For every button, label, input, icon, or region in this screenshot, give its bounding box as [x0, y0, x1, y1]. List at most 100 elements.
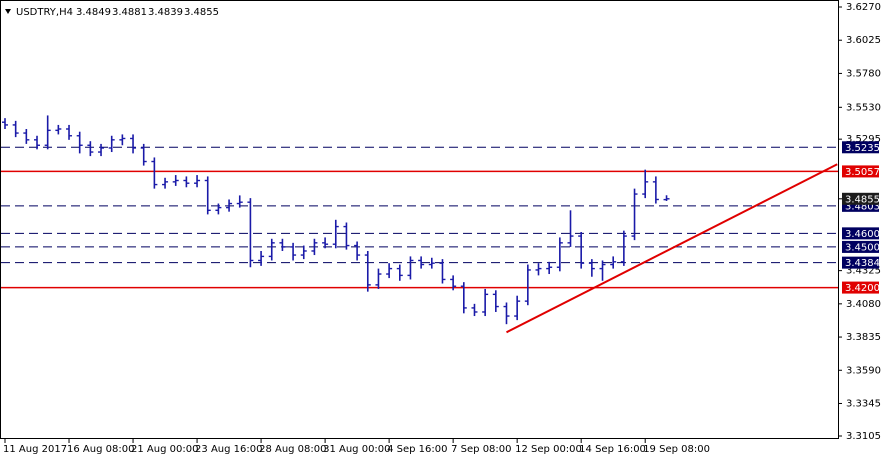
ohlc-bar — [151, 157, 158, 189]
ohlc-bar — [492, 290, 499, 312]
price-label-box — [842, 192, 879, 205]
ohlc-bar — [375, 268, 382, 289]
header: USDTRY,H4 3.4849 3.4881 3.4839 3.4855 — [5, 7, 219, 18]
x-tick-label: 19 Sep 08:00 — [643, 444, 710, 455]
ohlc-bar — [578, 232, 585, 269]
ohlc-bar — [396, 264, 403, 281]
ohlc-bar — [524, 264, 531, 306]
ohlc-bar — [87, 141, 94, 157]
header-close: 3.4855 — [184, 7, 219, 18]
y-tick-label: 3.6025 — [846, 35, 881, 46]
level-label: 3.5235 — [845, 143, 880, 154]
ohlc-bar — [162, 177, 169, 189]
ohlc-bar — [642, 169, 649, 199]
ohlc-bar — [55, 124, 62, 135]
menu-arrow — [5, 9, 11, 14]
level-label-box — [842, 256, 879, 269]
header-low: 3.4839 — [148, 7, 183, 18]
level-label-box — [842, 281, 879, 294]
price-label: 3.4855 — [845, 194, 880, 205]
ohlc-bar — [268, 238, 275, 261]
level-label-box — [842, 240, 879, 253]
ohlc-bar — [663, 195, 670, 201]
ohlc-bar — [354, 241, 361, 261]
level-label-box — [842, 141, 879, 154]
level-label-box — [842, 165, 879, 178]
level-label: 3.4200 — [845, 283, 880, 294]
ohlc-bar — [546, 261, 553, 275]
x-tick-label: 14 Sep 16:00 — [579, 444, 646, 455]
ohlc-bar — [290, 242, 297, 261]
x-tick-label: 11 Aug 2017 — [3, 444, 67, 455]
ohlc-bar — [23, 128, 30, 144]
ohlc-bar — [140, 143, 147, 166]
y-tick-label: 3.6270 — [846, 2, 881, 13]
ohlc-bar — [236, 195, 243, 208]
trendline — [506, 163, 838, 334]
ohlc-bar — [588, 259, 595, 277]
ohlc-bar — [407, 256, 414, 280]
ohlc-bar — [503, 302, 510, 325]
level-label: 3.5057 — [845, 167, 880, 178]
y-tick-label: 3.5780 — [846, 68, 881, 79]
ohlc-bar — [172, 175, 179, 186]
ohlc-bar — [652, 176, 659, 204]
ohlc-bar — [439, 259, 446, 284]
ohlc-bar — [226, 199, 233, 212]
y-tick-label: 3.3590 — [846, 365, 881, 376]
x-tick-label: 31 Aug 00:00 — [323, 444, 390, 455]
ohlc-bar — [343, 222, 350, 250]
ohlc-bar — [258, 250, 265, 266]
level-label: 3.4803 — [845, 201, 880, 212]
level-label: 3.4500 — [845, 242, 880, 253]
ohlc-bar — [215, 203, 222, 215]
ohlc-bar — [2, 118, 8, 129]
y-tick-label: 3.3345 — [846, 398, 881, 409]
symbol: USDTRY,H4 — [16, 7, 73, 18]
ohlc-bar — [364, 250, 371, 292]
ohlc-bar — [567, 210, 574, 247]
x-tick-label: 4 Sep 16:00 — [387, 444, 447, 455]
ohlc-bar — [332, 219, 339, 249]
level-label: 3.4384 — [845, 258, 880, 269]
ohlc-bar — [44, 115, 51, 150]
y-tick-label: 3.5530 — [846, 102, 881, 113]
ohlc-bar — [610, 256, 617, 269]
y-tick-label: 3.5295 — [846, 134, 881, 145]
ohlc-bar — [418, 256, 425, 269]
y-tick-label: 3.3105 — [846, 431, 881, 442]
ohlc-bar — [12, 120, 19, 138]
ohlc-bar — [119, 134, 126, 146]
header-high: 3.4881 — [112, 7, 147, 18]
ohlc-bar — [428, 257, 435, 269]
header-open: 3.4849 — [76, 7, 111, 18]
x-tick-label: 23 Aug 16:00 — [195, 444, 262, 455]
ohlc-bar — [108, 135, 115, 153]
ohlc-bar — [34, 135, 41, 150]
ohlc-bar — [204, 176, 211, 215]
ohlc-bar — [460, 282, 467, 314]
x-tick-label: 12 Sep 00:00 — [515, 444, 582, 455]
ohlc-bar — [471, 303, 478, 317]
ohlc-bar — [450, 275, 457, 291]
y-tick-label: 3.4325 — [846, 266, 881, 277]
ohlc-bar — [631, 188, 638, 241]
ohlc-bar — [556, 237, 563, 272]
ohlc-bar — [535, 263, 542, 276]
ohlc-bar — [620, 230, 627, 266]
ohlc-bar — [66, 124, 73, 140]
ohlc-bar — [300, 245, 307, 260]
ohlc-bar — [386, 263, 393, 279]
x-tick-label: 21 Aug 00:00 — [131, 444, 198, 455]
ohlc-bar — [130, 134, 137, 154]
x-tick-label: 16 Aug 08:00 — [67, 444, 134, 455]
ohlc-bar — [98, 143, 105, 157]
ohlc-bar — [311, 238, 318, 256]
y-tick-label: 3.3835 — [846, 332, 881, 343]
plot-frame — [0, 0, 839, 439]
x-tick-label: 28 Aug 08:00 — [259, 444, 326, 455]
ohlc-bar — [514, 295, 521, 321]
ohlc-bar — [279, 238, 286, 251]
level-label: 3.4600 — [845, 229, 880, 240]
ohlc-bar — [76, 131, 83, 154]
